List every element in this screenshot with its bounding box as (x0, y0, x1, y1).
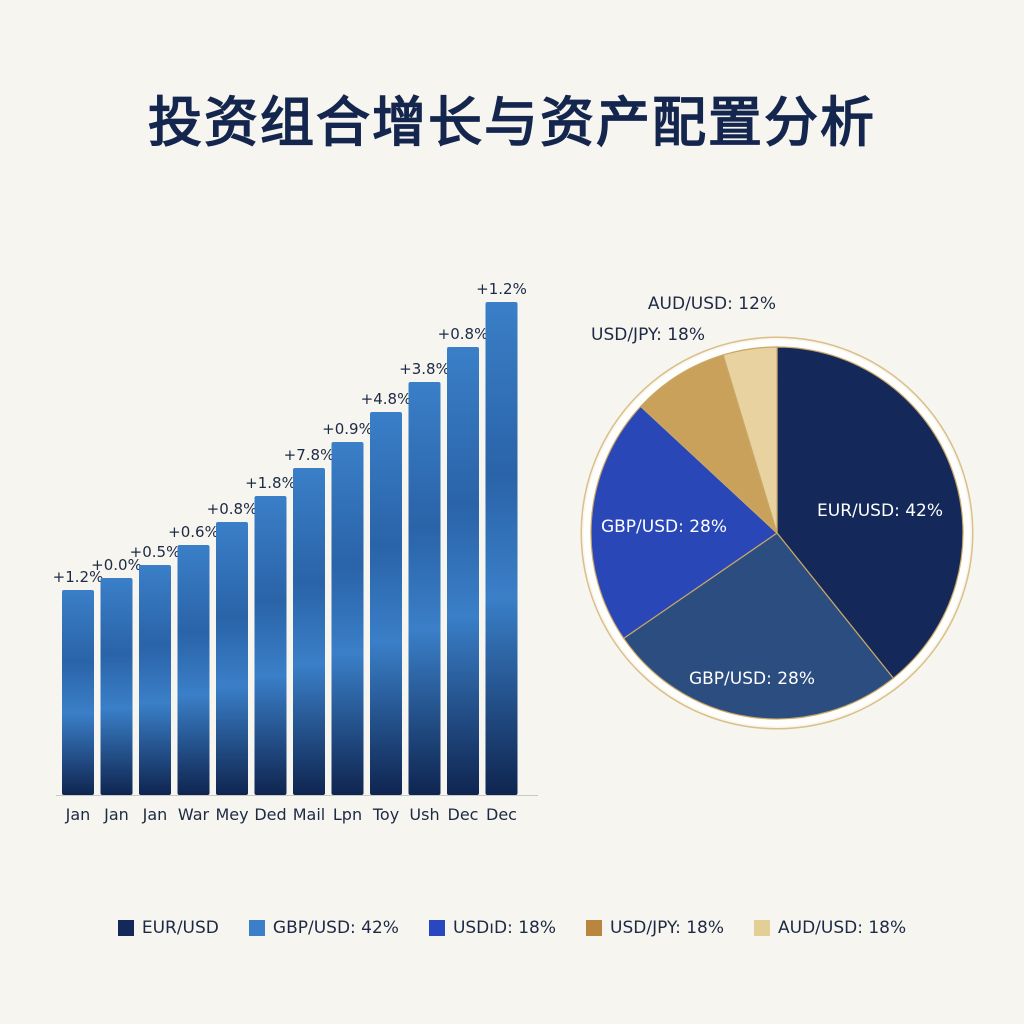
bar (485, 302, 518, 795)
pie-chart: EUR/USD: 42% GBP/USD: 28% GBP/USD: 28% USD/… (580, 294, 974, 730)
bar-data-label: +1.2% (53, 568, 104, 586)
pie-slice-label: GBP/USD: 28% (601, 517, 727, 537)
bar (254, 496, 287, 795)
x-tick-label: War (178, 805, 210, 824)
bar-data-label: +1.8% (245, 474, 296, 492)
bar (408, 382, 441, 795)
pie-slice-label: GBP/USD: 28% (689, 669, 815, 689)
bar-data-label: +7.8% (284, 446, 335, 464)
bar-data-label: +0.6% (168, 523, 219, 541)
pie-slice-label: USD/JPY: 18% (591, 325, 705, 345)
bar (177, 545, 210, 795)
x-tick-label: Dec (448, 805, 479, 824)
chart-title: 投资组合增长与资产配置分析 (148, 91, 876, 154)
x-tick-label: Lpn (333, 805, 362, 824)
pie-slice-label: EUR/USD: 42% (817, 501, 943, 521)
x-tick-label: Mey (215, 805, 248, 824)
pie-slice (622, 532, 895, 720)
x-tick-label: Ded (254, 805, 286, 824)
legend-item: USD/JPY: 18% (586, 918, 724, 938)
bar-data-label: +0.0% (91, 556, 142, 574)
pie-slice (722, 346, 778, 534)
legend: EUR/USD GBP/USD: 42% USDıD: 18% USD/JPY: 18… (0, 918, 1024, 938)
legend-item: EUR/USD (117, 918, 219, 938)
legend-label: EUR/USD (141, 918, 219, 938)
legend-label: USD/JPY: 18% (610, 918, 725, 938)
bar-data-label: +1.2% (476, 280, 527, 298)
bar-data-label: +0.8% (207, 500, 258, 518)
legend-swatch (586, 920, 603, 936)
legend-label: USDıD: 18% (452, 918, 557, 938)
bar-data-label: +0.5% (130, 543, 181, 561)
x-tick-label: Jan (65, 805, 91, 824)
legend-item: USDıD: 18% (428, 918, 557, 938)
legend-item: GBP/USD: 42% (248, 918, 399, 938)
legend-swatch (754, 920, 771, 936)
x-tick-label: Toy (372, 805, 399, 824)
bar-chart: +1.2% Jan +0.0% Jan +0.5% Jan +0.6% War +0.8% Mey… (53, 280, 538, 824)
x-tick-label: Jan (103, 805, 129, 824)
bar (139, 565, 171, 795)
bar-data-label: +4.8% (361, 390, 412, 408)
legend-swatch (428, 920, 445, 936)
x-tick-label: Mail (293, 805, 326, 824)
pie-slice (639, 354, 779, 535)
bar-data-label: +3.8% (399, 360, 450, 378)
legend-label: AUD/USD: 18% (778, 918, 907, 938)
legend-swatch (117, 920, 134, 936)
bar (62, 590, 94, 795)
bar-data-label: +0.8% (438, 325, 489, 343)
x-tick-label: Jan (142, 805, 168, 824)
bar (370, 412, 402, 795)
legend-swatch (248, 920, 265, 936)
bar-data-label: +0.9% (322, 420, 373, 438)
bar (100, 578, 133, 795)
x-tick-label: Ush (409, 805, 439, 824)
bar (216, 522, 248, 795)
legend-item: AUD/USD: 18% (754, 918, 906, 938)
legend-label: GBP/USD: 42% (272, 918, 399, 938)
bar (447, 347, 479, 795)
bar (293, 468, 325, 795)
x-tick-label: Dec (486, 805, 517, 824)
pie-slice-label: AUD/USD: 12% (648, 294, 776, 314)
pie-slice (776, 346, 964, 680)
pie-slice (590, 405, 778, 640)
bar (331, 442, 364, 795)
